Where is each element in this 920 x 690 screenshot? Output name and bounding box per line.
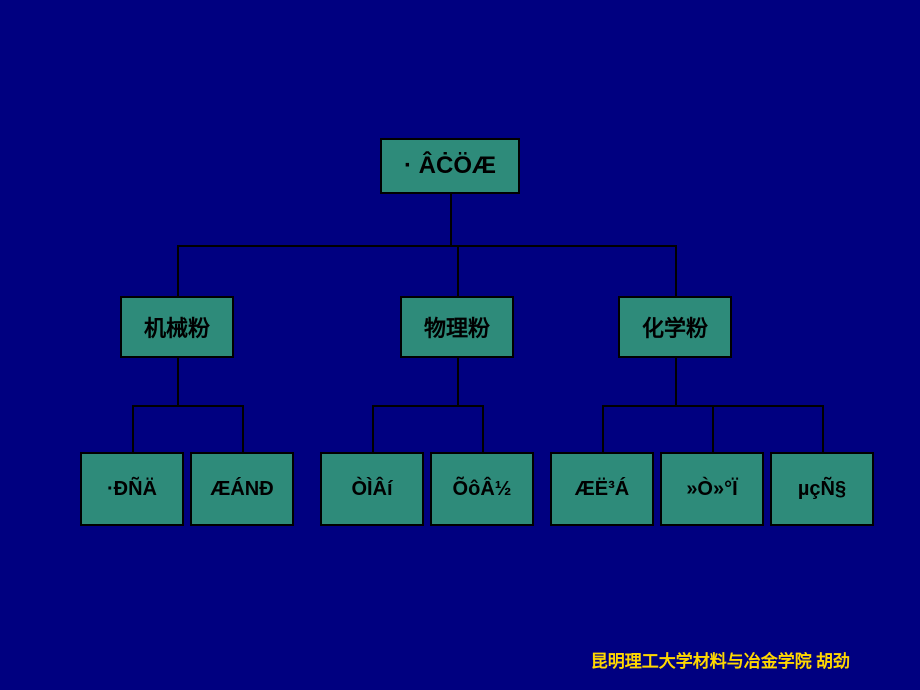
connector-line	[177, 358, 179, 407]
connector-line	[177, 245, 179, 298]
connector-line	[457, 358, 459, 407]
tree-leaf-node: ÒÌÂí	[320, 452, 424, 526]
connector-line	[132, 405, 244, 407]
connector-line	[822, 405, 824, 454]
tree-leaf-node: µçÑ§	[770, 452, 874, 526]
tree-level2-node: 化学粉	[618, 296, 732, 358]
connector-line	[675, 358, 677, 407]
tree-leaf-node: ÆË³Á	[550, 452, 654, 526]
tree-leaf-node: »Ò»°Ï	[660, 452, 764, 526]
tree-leaf-node: ÆÁNÐ	[190, 452, 294, 526]
connector-line	[602, 405, 604, 454]
connector-line	[132, 405, 134, 454]
connector-line	[242, 405, 244, 454]
tree-leaf-node: ·ÐÑÄ	[80, 452, 184, 526]
connector-line	[372, 405, 374, 454]
connector-line	[177, 245, 677, 247]
connector-line	[675, 245, 677, 298]
connector-line	[482, 405, 484, 454]
tree-leaf-node: ÕôÂ½	[430, 452, 534, 526]
connector-line	[372, 405, 484, 407]
tree-level2-node: 物理粉	[400, 296, 514, 358]
connector-line	[457, 245, 459, 298]
tree-root-node: · ÂĊÖÆ	[380, 138, 520, 194]
connector-line	[712, 405, 714, 454]
footer-credit: 昆明理工大学材料与冶金学院 胡劲	[591, 647, 850, 672]
tree-level2-node: 机械粉	[120, 296, 234, 358]
connector-line	[450, 194, 452, 247]
